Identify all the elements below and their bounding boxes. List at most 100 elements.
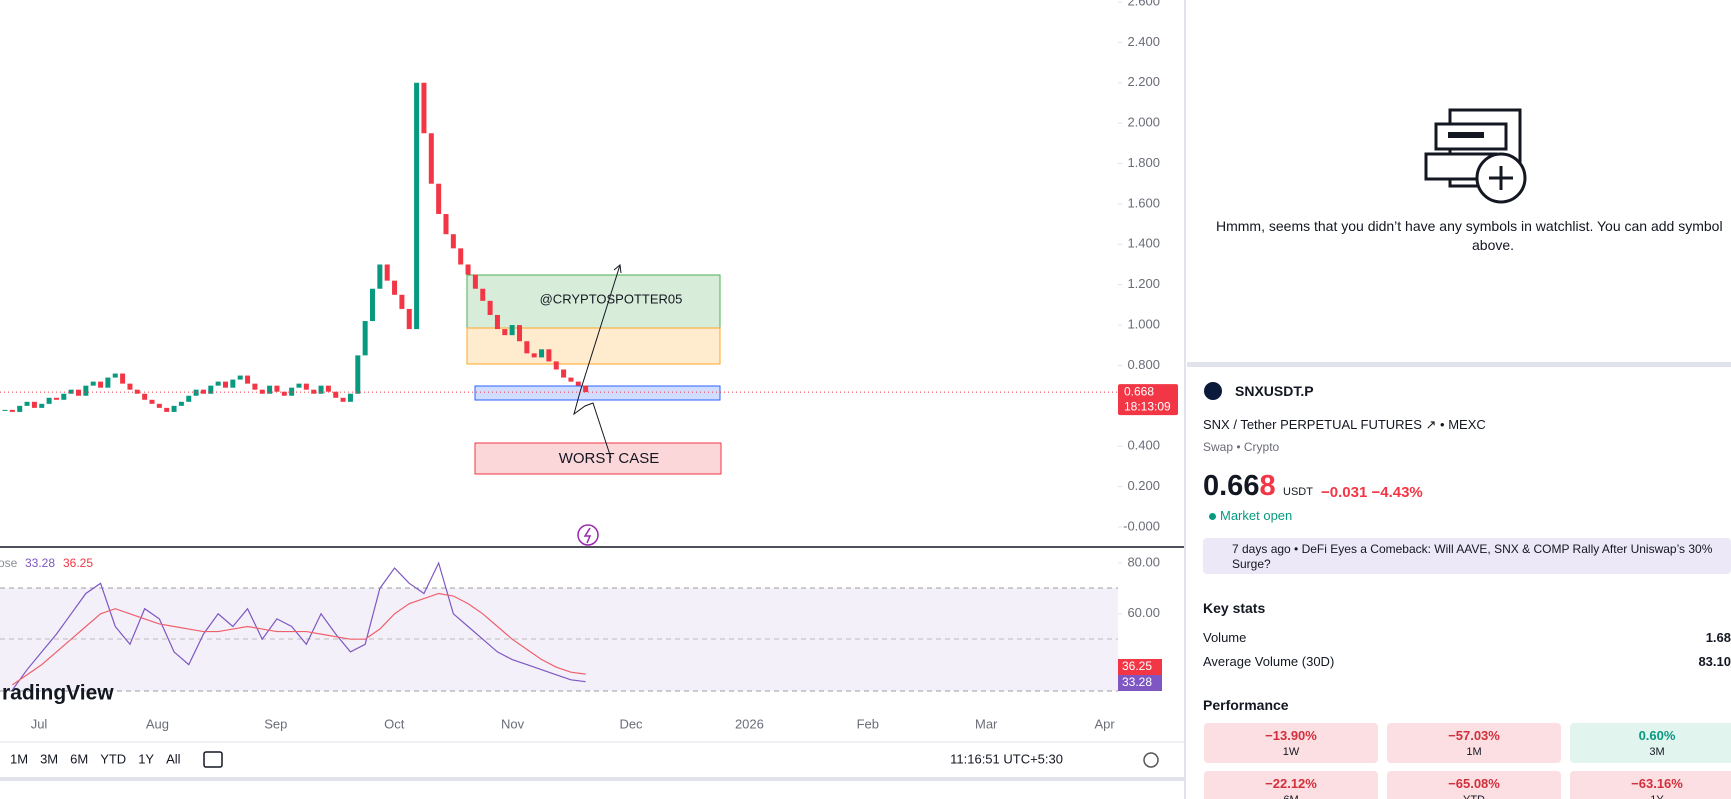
range-button[interactable]: 1M bbox=[10, 751, 28, 766]
candle bbox=[215, 381, 221, 386]
price-main: 0.66 bbox=[1203, 470, 1260, 502]
candle bbox=[546, 349, 552, 362]
y-tick-label: 2.200 bbox=[1127, 74, 1160, 89]
price-last-digit: 8 bbox=[1259, 470, 1276, 502]
candle bbox=[164, 407, 170, 412]
candle bbox=[583, 385, 589, 393]
perf-value: −57.03% bbox=[1448, 728, 1500, 743]
change-pct: −4.43% bbox=[1371, 484, 1423, 501]
candle bbox=[561, 369, 567, 378]
settings[interactable] bbox=[1143, 752, 1159, 768]
arrow-down bbox=[573, 391, 612, 459]
candle bbox=[472, 274, 478, 289]
perf-period: YTD bbox=[1387, 794, 1561, 799]
candle bbox=[517, 325, 522, 342]
perf-period: 1W bbox=[1282, 746, 1300, 758]
entry-zone bbox=[474, 385, 721, 401]
side-panel: Hmmm, seems that you didn’t have any sym… bbox=[1187, 0, 1731, 799]
rsi-ma-line bbox=[12, 592, 586, 686]
y-tick-label: 0.200 bbox=[1127, 478, 1160, 493]
candle bbox=[171, 405, 177, 412]
stat-value: 1.68 bbox=[1705, 630, 1731, 645]
worst-zone bbox=[474, 442, 722, 475]
candle bbox=[208, 385, 214, 394]
price-tag bbox=[1118, 384, 1178, 416]
x-tick-label: Jul bbox=[31, 716, 48, 731]
perf-value: 0.60% bbox=[1638, 728, 1676, 743]
perf-value: −63.16% bbox=[1631, 776, 1683, 791]
candle bbox=[428, 133, 434, 184]
candle bbox=[112, 373, 118, 378]
stat-label: Volume bbox=[1203, 630, 1247, 645]
candle bbox=[289, 387, 295, 396]
news-line: 7 days ago • DeFi Eyes a Comeback: Will … bbox=[1232, 542, 1713, 556]
y-tick-label: 1.200 bbox=[1127, 276, 1160, 291]
range-button[interactable]: YTD bbox=[100, 751, 126, 766]
candle bbox=[186, 395, 192, 402]
event-icon[interactable] bbox=[577, 524, 599, 546]
perf-tile: −22.12% 6M bbox=[1204, 771, 1378, 799]
y-tick-label: 1.000 bbox=[1127, 317, 1160, 332]
candle bbox=[568, 377, 574, 382]
candle bbox=[134, 389, 140, 394]
range-button[interactable]: 6M bbox=[70, 751, 88, 766]
news[interactable]: 7 days ago • DeFi Eyes a Comeback: Will … bbox=[1203, 538, 1731, 574]
candle bbox=[281, 391, 287, 396]
candle bbox=[377, 264, 383, 289]
candle bbox=[53, 397, 59, 400]
currency: USDT bbox=[1283, 486, 1313, 498]
perf-tile: 0.60% 3M bbox=[1570, 723, 1731, 763]
arrow-head bbox=[613, 264, 622, 274]
status: Market open bbox=[1220, 508, 1293, 523]
annotation: @CRYPTOSPOTTER05 bbox=[540, 291, 683, 306]
y-tick-label: 0.800 bbox=[1127, 357, 1160, 372]
candle bbox=[31, 401, 37, 408]
perf-value: −13.90% bbox=[1265, 728, 1317, 743]
y-tick-label: 1.600 bbox=[1127, 195, 1160, 210]
y-tick-label: 1.400 bbox=[1127, 236, 1160, 251]
range-button[interactable]: 1Y bbox=[138, 751, 154, 766]
change: −0.031 −4.43% bbox=[1321, 484, 1423, 501]
perf-period: 6M bbox=[1204, 794, 1378, 799]
status-dot bbox=[1209, 513, 1216, 520]
rsi-tag bbox=[1118, 659, 1162, 675]
candle bbox=[436, 183, 442, 215]
perf-period: 1Y bbox=[1570, 794, 1731, 799]
rsi-tag-label: 33.28 bbox=[1122, 675, 1152, 689]
rsi-legend-value: 33.28 bbox=[25, 556, 55, 570]
candle bbox=[539, 349, 545, 358]
ticker[interactable]: SNXUSDT.P bbox=[1235, 383, 1314, 399]
perf-period: 1M bbox=[1466, 746, 1482, 758]
rsi-tick-label: 80.00 bbox=[1127, 554, 1160, 569]
candle bbox=[24, 401, 30, 406]
price-tag-label: 0.668 bbox=[1124, 384, 1154, 398]
candle bbox=[494, 314, 500, 330]
candle bbox=[274, 385, 280, 392]
change-abs: −0.031 bbox=[1321, 484, 1368, 501]
date-range-button[interactable] bbox=[203, 751, 223, 768]
candle bbox=[303, 383, 309, 390]
rsi-line bbox=[11, 561, 586, 691]
candle bbox=[480, 288, 486, 301]
candle bbox=[311, 389, 317, 394]
candle bbox=[156, 403, 162, 408]
news-headline-end: Surge? bbox=[1232, 557, 1271, 571]
candle bbox=[127, 383, 133, 390]
y-tick-label: -0.000 bbox=[1123, 518, 1160, 533]
range-button[interactable]: All bbox=[166, 751, 181, 766]
x-tick-label: 2026 bbox=[735, 716, 764, 731]
x-tick-label: Dec bbox=[619, 716, 643, 731]
candle bbox=[252, 383, 258, 390]
candle bbox=[325, 385, 331, 392]
candle bbox=[83, 385, 89, 396]
price: 0.668 bbox=[1203, 470, 1276, 503]
candle bbox=[46, 397, 52, 404]
candle bbox=[296, 383, 302, 388]
mid-zone bbox=[466, 327, 721, 365]
annotation: WORST CASE bbox=[559, 450, 660, 467]
range-button[interactable]: 3M bbox=[40, 751, 58, 766]
y-tick-label: 2.600 bbox=[1127, 0, 1160, 8]
candle bbox=[509, 325, 515, 336]
watermark: radingView bbox=[2, 682, 114, 705]
